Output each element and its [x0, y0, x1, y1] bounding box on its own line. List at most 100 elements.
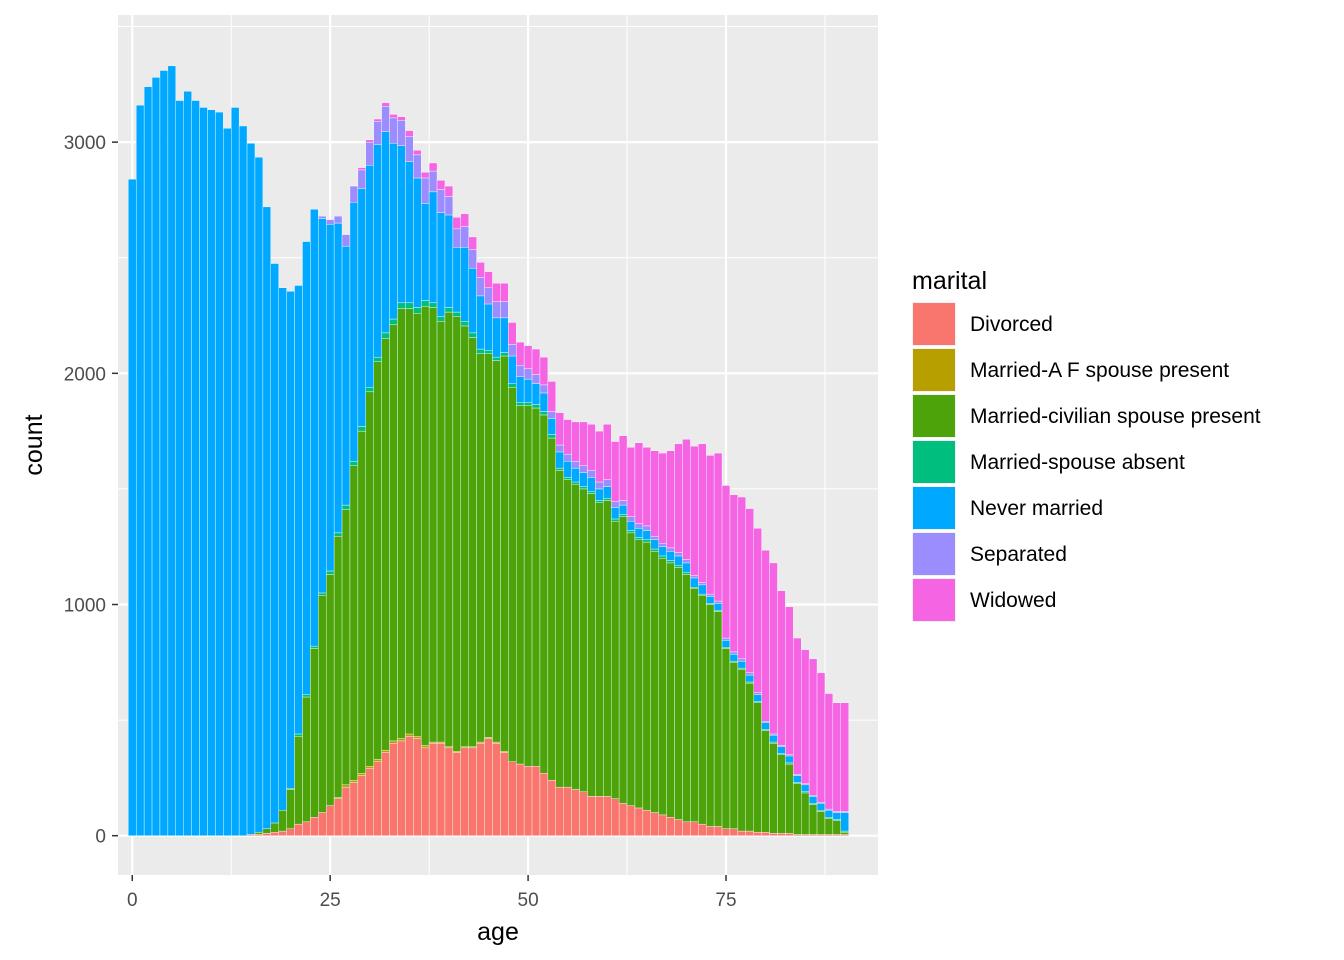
bar-segment: [555, 467, 564, 471]
bar-segment: [618, 803, 628, 836]
bar-segment: [618, 500, 628, 506]
bar-segment: [365, 768, 374, 836]
bar-segment: [143, 86, 153, 836]
bar-segment: [769, 734, 778, 743]
bar-segment: [508, 344, 517, 357]
bar-segment: [452, 752, 462, 836]
bar-segment: [357, 169, 367, 189]
bar-segment: [611, 798, 620, 836]
bar-segment: [381, 332, 390, 339]
bar-segment: [175, 100, 184, 836]
bar-segment: [128, 178, 137, 836]
bar-segment: [278, 810, 287, 832]
bar-segment: [801, 649, 810, 784]
bar-segment: [476, 295, 485, 350]
bar-segment: [547, 381, 556, 412]
bar-segment: [626, 532, 636, 806]
bar-segment: [476, 262, 485, 278]
bar-segment: [357, 188, 367, 427]
bar-segment: [634, 807, 644, 836]
bar-segment: [373, 356, 382, 362]
bar-segment: [476, 277, 485, 297]
bar-segment: [262, 833, 272, 836]
bar-segment: [500, 355, 509, 752]
bar-segment: [729, 651, 739, 655]
bar-segment: [611, 507, 620, 520]
bar-segment: [698, 823, 707, 836]
bar-segment: [595, 796, 604, 836]
bar-segment: [658, 555, 667, 559]
bar-segment: [476, 353, 485, 743]
x-tick-label: 25: [320, 890, 341, 911]
bar-segment: [824, 818, 834, 835]
bar-segment: [397, 145, 406, 304]
bar-segment: [753, 692, 762, 695]
bar-segment: [421, 306, 430, 746]
bar-segment: [381, 338, 390, 751]
bar-segment: [444, 196, 454, 216]
bar-segment: [531, 383, 541, 405]
legend: Divorced Married-A F spouse present Marrie…: [912, 302, 1261, 622]
bar-segment: [207, 109, 216, 836]
bar-segment: [246, 143, 256, 835]
bar-segment: [674, 565, 683, 568]
bar-segment: [452, 247, 462, 313]
bar-segment: [777, 746, 786, 754]
legend-label: Separated: [970, 543, 1067, 566]
bar-segment: [531, 407, 541, 767]
bar-segment: [365, 387, 374, 393]
bar-segment: [595, 500, 604, 503]
bar-segment: [421, 203, 430, 301]
bar-segment: [753, 702, 762, 833]
bar-segment: [571, 421, 580, 462]
bar-segment: [698, 443, 707, 583]
bar-segment: [373, 361, 382, 760]
bar-segment: [729, 662, 739, 829]
bar-segment: [389, 324, 398, 742]
legend-title: marital: [912, 267, 987, 295]
bar-segment: [278, 287, 287, 811]
bar-segment: [389, 114, 398, 119]
bar-segment: [468, 249, 477, 269]
bar-segment: [690, 445, 699, 576]
bar-segment: [690, 577, 699, 588]
bar-segment: [302, 694, 311, 698]
bar-segment: [793, 637, 802, 775]
bar-segment: [626, 530, 636, 534]
bar-segment: [642, 525, 651, 531]
bar-segment: [492, 317, 501, 358]
bar-segment: [840, 702, 849, 812]
bar-segment: [753, 528, 762, 693]
bar-segment: [745, 672, 754, 676]
bar-segment: [682, 571, 691, 575]
bar-segment: [302, 241, 311, 695]
bar-segment: [785, 833, 794, 836]
bar-segment: [571, 481, 580, 485]
bar-segment: [832, 820, 841, 835]
bar-segment: [666, 551, 675, 561]
bar-segment: [618, 435, 628, 501]
bar-segment: [539, 773, 549, 836]
bar-segment: [151, 77, 161, 836]
bar-segment: [373, 759, 382, 762]
bar-segment: [571, 467, 580, 483]
bar-segment: [713, 452, 723, 602]
bar-segment: [634, 442, 644, 524]
bar-segment: [326, 805, 335, 836]
y-tick-label: 3000: [64, 133, 106, 154]
bar-segment: [611, 441, 620, 502]
bar-segment: [270, 822, 279, 833]
bar-segment: [460, 213, 469, 227]
bar-segment: [341, 509, 351, 786]
bar-segment: [397, 119, 406, 146]
bar-segment: [468, 747, 477, 836]
bar-segment: [365, 139, 374, 143]
bar-segment: [516, 376, 525, 403]
bar-segment: [777, 833, 786, 836]
bar-segment: [381, 749, 390, 753]
bar-segment: [333, 536, 343, 798]
bar-segment: [745, 674, 754, 683]
bar-segment: [531, 404, 541, 409]
bar-segment: [413, 154, 422, 179]
bar-segment: [349, 185, 359, 203]
